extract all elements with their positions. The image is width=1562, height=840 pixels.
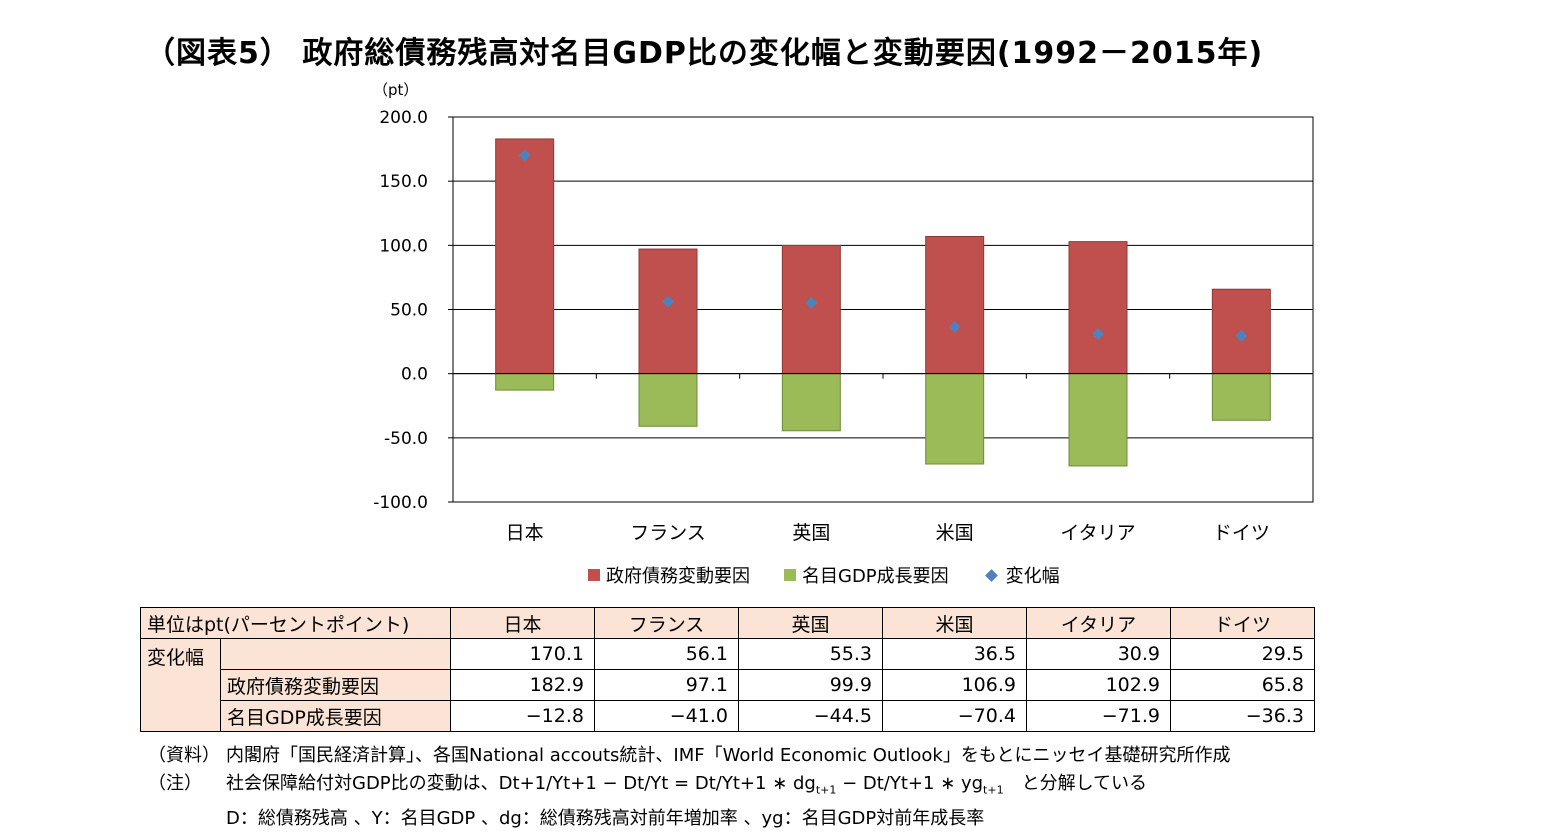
chart-legend: 政府債務変動要因 名目GDP成長要因 変化幅 — [588, 562, 1060, 588]
legend-label-change: 変化幅 — [1005, 566, 1060, 587]
x-category-label: 米国 — [936, 522, 974, 544]
bar-gdp-factor — [1211, 373, 1271, 421]
table-cell: 29.5 — [1170, 638, 1315, 670]
legend-label-gdp: 名目GDP成長要因 — [802, 566, 949, 587]
bar-debt-factor — [925, 235, 985, 375]
table-cell: 56.1 — [594, 638, 739, 670]
x-category-label: フランス — [630, 522, 706, 544]
note-tag: （注） — [148, 773, 202, 794]
x-category-label: 英国 — [792, 522, 830, 544]
source-note: （資料） 内閣府「国民経済計算」、各国National accouts統計、IM… — [148, 742, 1230, 770]
x-category-label: ドイツ — [1213, 522, 1270, 544]
bar-debt-factor — [781, 244, 841, 375]
table-cell: −41.0 — [594, 700, 739, 732]
chart-area: 200.0 150.0 100.0 50.0 0.0 -50.0 -100.0 （pt） 日本 フ… — [373, 81, 1314, 544]
bar-gdp-factor — [1068, 373, 1128, 467]
x-category-label: イタリア — [1060, 522, 1135, 544]
marker-change — [1235, 329, 1248, 342]
table-unit-header: 単位はpt(パーセントポイント) — [140, 607, 451, 639]
y-tick-label: 150.0 — [379, 172, 428, 192]
note-subscript: t+1 — [983, 783, 1004, 797]
bar-debt-factor — [638, 248, 698, 375]
bar-debt-factor — [1068, 241, 1128, 375]
note-subscript: t+1 — [815, 783, 837, 797]
legend-label-debt: 政府債務変動要因 — [606, 566, 750, 587]
table-cell: 170.1 — [450, 638, 595, 670]
table-col-header: 日本 — [450, 607, 595, 639]
y-tick-label: 50.0 — [390, 301, 428, 321]
marker-change — [1092, 328, 1104, 341]
y-tick-label: 100.0 — [379, 236, 428, 256]
note-text: − Dt/Yt+1 ∗ yg — [836, 773, 984, 794]
definition-note: D：総債務残高 、Y：名目GDP 、dg：総債務残高対前年増加率 、yg：名目G… — [148, 805, 1230, 833]
table-col-header: フランス — [594, 607, 739, 639]
data-table: 単位はpt(パーセントポイント) 日本 フランス 英国 米国 イタリア ドイツ … — [140, 607, 1315, 732]
table-cell: 106.9 — [882, 669, 1027, 701]
bar-gdp-factor — [495, 373, 555, 391]
table-cell: −12.8 — [450, 700, 595, 732]
table-cell: 36.5 — [882, 638, 1027, 670]
marker-change — [948, 320, 961, 333]
table-cell: −71.9 — [1026, 700, 1171, 732]
chart-title: （図表5） 政府総債務残高対名目GDP比の変化幅と変動要因(1992－2015年… — [145, 36, 1264, 71]
table-cell: 55.3 — [738, 638, 883, 670]
table-col-header: 英国 — [738, 607, 883, 639]
bar-debt-factor — [495, 138, 555, 375]
marker-change — [518, 149, 531, 162]
table-col-header: 米国 — [882, 607, 1027, 639]
bar-gdp-factor — [638, 373, 698, 427]
table-cell: 182.9 — [450, 669, 595, 701]
footnotes: （資料） 内閣府「国民経済計算」、各国National accouts統計、IM… — [148, 742, 1230, 833]
source-text: 内閣府「国民経済計算」、各国National accouts統計、IMF「Wor… — [226, 745, 1231, 766]
legend-swatch-gdp — [784, 569, 796, 581]
legend-swatch-debt — [588, 569, 600, 581]
table-cell: −44.5 — [738, 700, 883, 732]
bar-gdp-factor — [925, 373, 985, 465]
marker-change — [805, 296, 818, 309]
table-cell: 99.9 — [738, 669, 883, 701]
table-header-row: 単位はpt(パーセントポイント) 日本 フランス 英国 米国 イタリア ドイツ — [140, 607, 1315, 639]
table-cell: 97.1 — [594, 669, 739, 701]
source-tag: （資料） — [148, 745, 220, 766]
legend-item-debt: 政府債務変動要因 — [588, 562, 750, 588]
note-text: 社会保障給付対GDP比の変動は、Dt+1/Yt+1 − Dt/Yt = Dt/Y… — [226, 773, 816, 794]
note-indent — [148, 805, 226, 833]
y-tick-label: -50.0 — [384, 429, 428, 449]
table-cell: −36.3 — [1170, 700, 1315, 732]
note-line2: D：総債務残高 、Y：名目GDP 、dg：総債務残高対前年増加率 、yg：名目G… — [226, 807, 985, 829]
table-cell: 65.8 — [1170, 669, 1315, 701]
table-row: 変化幅 170.1 56.1 55.3 36.5 30.9 29.5 — [140, 638, 1315, 732]
y-unit-label: （pt） — [373, 81, 418, 99]
table-cell: −70.4 — [882, 700, 1027, 732]
y-tick-label: -100.0 — [373, 493, 428, 513]
table-row-label: 名目GDP成長要因 — [220, 700, 451, 732]
note-line1: 社会保障給付対GDP比の変動は、Dt+1/Yt+1 − Dt/Yt = Dt/Y… — [226, 770, 1147, 805]
note-text: と分解している — [1003, 773, 1148, 794]
table-cell: 102.9 — [1026, 669, 1171, 701]
table-row-label — [220, 638, 451, 670]
legend-item-gdp: 名目GDP成長要因 — [784, 562, 949, 588]
legend-item-change: 変化幅 — [983, 562, 1060, 588]
formula-note: （注） 社会保障給付対GDP比の変動は、Dt+1/Yt+1 − Dt/Yt = … — [148, 770, 1230, 805]
table-group-label: 変化幅 — [140, 638, 221, 732]
x-category-label: 日本 — [506, 522, 544, 544]
table-row: 名目GDP成長要因 −12.8 −41.0 −44.5 −70.4 −71.9 … — [141, 700, 1315, 732]
marker-change — [662, 295, 674, 308]
y-tick-label: 0.0 — [401, 365, 428, 385]
bar-gdp-factor — [781, 373, 841, 432]
table-cell: 30.9 — [1026, 638, 1171, 670]
table-row: 政府債務変動要因 182.9 97.1 99.9 106.9 102.9 65.… — [141, 669, 1315, 701]
table-row-label: 政府債務変動要因 — [220, 669, 451, 701]
table-col-header: ドイツ — [1170, 607, 1315, 639]
table-col-header: イタリア — [1026, 607, 1171, 639]
y-tick-label: 200.0 — [379, 108, 428, 128]
legend-marker-change — [984, 568, 998, 582]
